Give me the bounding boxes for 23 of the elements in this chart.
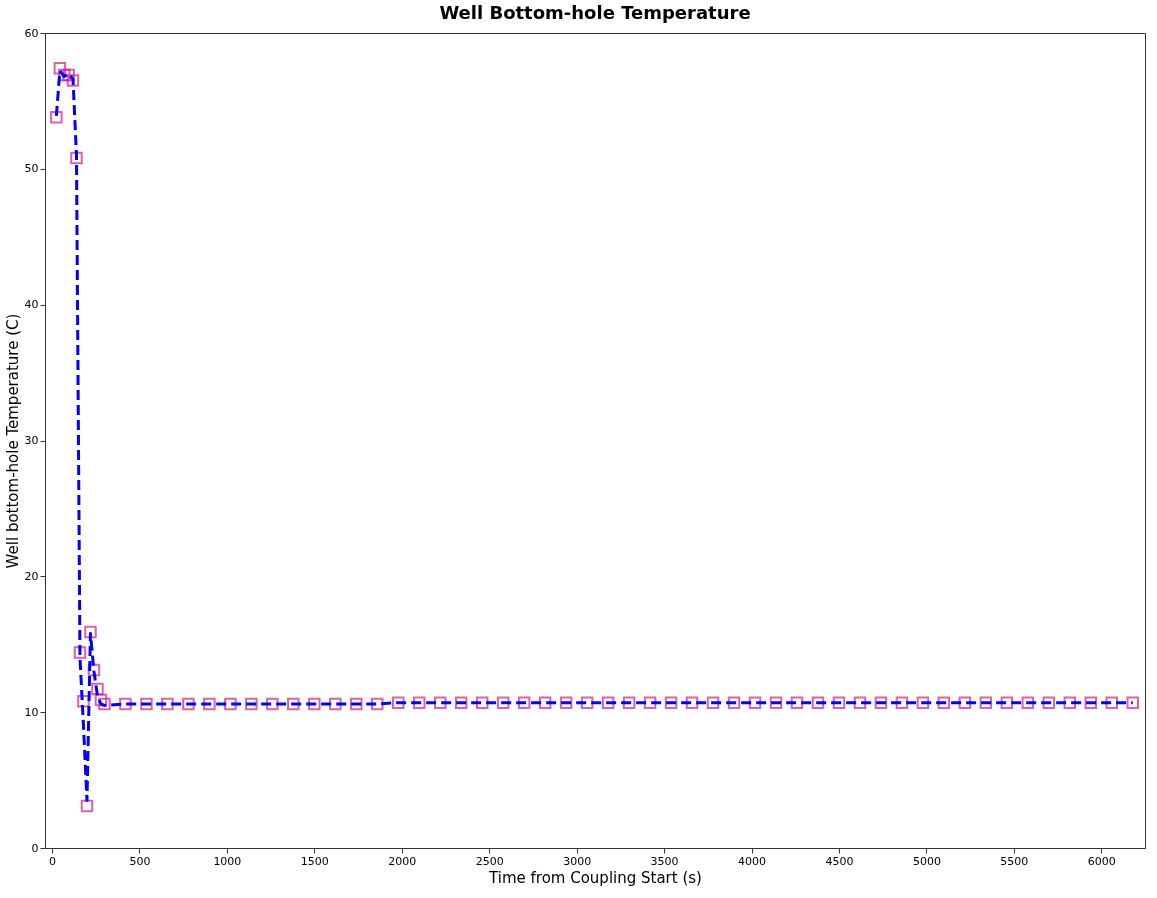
y-tick-label: 20 [24, 569, 39, 583]
x-tick-label: 1500 [300, 854, 329, 868]
x-tick-label: 3500 [650, 854, 679, 868]
x-tick-label: 0 [49, 854, 56, 868]
x-tick-label: 5500 [1000, 854, 1029, 868]
x-tick-label: 4000 [738, 854, 767, 868]
x-tick-label: 5000 [912, 854, 941, 868]
y-tick-label: 40 [24, 298, 39, 312]
y-tick-label: 50 [24, 162, 39, 176]
y-axis-title: Well bottom-hole Temperature (C) [3, 313, 22, 569]
chart-title: Well Bottom-hole Temperature [439, 2, 751, 23]
x-tick-label: 500 [129, 854, 151, 868]
x-tick-label: 3000 [563, 854, 592, 868]
x-tick-label: 2000 [388, 854, 417, 868]
x-tick-label: 1000 [213, 854, 242, 868]
x-tick-label: 4500 [825, 854, 854, 868]
x-tick-label: 2500 [475, 854, 504, 868]
y-tick-label: 0 [31, 841, 39, 855]
y-tick-label: 60 [24, 26, 39, 40]
y-tick-label: 10 [24, 705, 39, 719]
x-tick-label: 6000 [1087, 854, 1116, 868]
x-axis-title: Time from Coupling Start (s) [488, 868, 702, 887]
y-tick-label: 30 [24, 434, 39, 447]
